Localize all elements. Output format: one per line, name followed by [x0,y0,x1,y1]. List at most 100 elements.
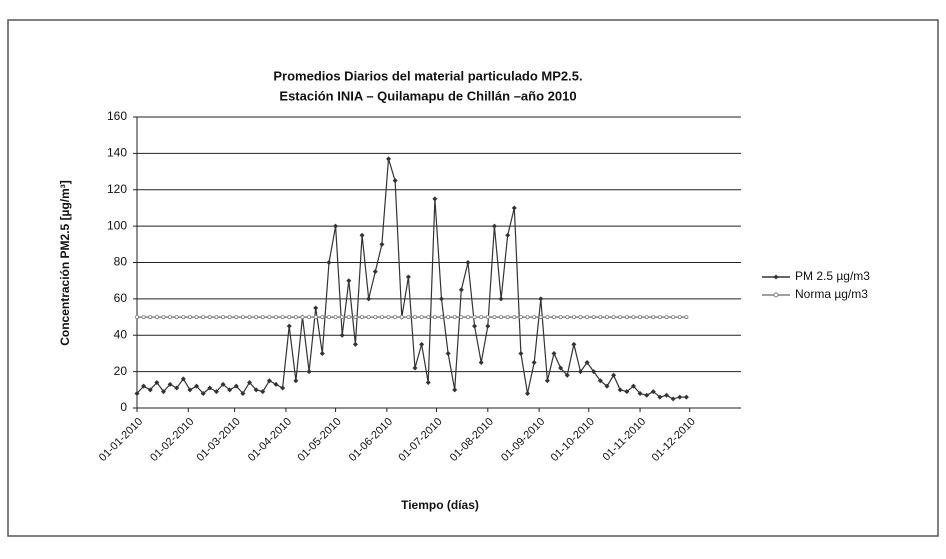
data-point [518,350,524,356]
data-point [161,315,166,320]
data-point [438,296,444,302]
data-point [498,296,504,302]
data-point [677,315,682,320]
data-point [584,360,590,366]
data-point [492,315,497,320]
data-point [545,315,550,320]
data-point [293,378,299,384]
data-point [180,376,186,382]
data-point [201,315,206,320]
data-point [558,315,563,320]
data-point [286,323,292,329]
data-point [187,315,192,320]
data-point [452,387,458,393]
data-point [604,315,609,320]
data-point [585,315,590,320]
data-point [552,315,557,320]
data-point [651,315,656,320]
data-point [657,315,662,320]
data-point [220,381,226,387]
data-point [644,392,650,398]
data-point [485,323,491,329]
data-point [425,380,431,386]
data-point [300,315,305,320]
data-point [657,394,663,400]
data-point [571,341,577,347]
data-point [445,350,451,356]
data-point [597,378,603,384]
data-point [174,315,179,320]
data-point [591,369,597,375]
data-point [465,315,470,320]
legend-marker [773,292,779,298]
data-point [525,315,530,320]
data-point [280,315,285,320]
data-point [413,315,418,320]
data-point [181,315,186,320]
y-tick-label: 100 [107,218,127,232]
data-point [650,389,656,395]
data-point [624,315,629,320]
data-point [531,360,537,366]
data-point [134,315,139,320]
data-point [352,341,358,347]
data-point [167,381,173,387]
data-point [326,315,331,320]
x-axis-title: Tiempo (días) [401,498,479,512]
data-point [141,383,147,389]
y-tick-label: 140 [107,146,127,160]
data-point [313,315,318,320]
data-point [306,369,312,375]
data-point [630,383,636,389]
data-point [671,315,676,320]
data-point [405,274,411,280]
data-point [227,387,233,393]
y-tick-label: 60 [114,291,128,305]
data-point [373,315,378,320]
data-point [664,315,669,320]
data-point [313,305,319,311]
data-point [412,365,418,371]
data-point [200,390,206,396]
data-point [148,315,153,320]
data-point [419,341,425,347]
data-point [511,205,517,211]
data-point [631,315,636,320]
data-point [638,315,643,320]
data-point [254,315,259,320]
data-point [485,315,490,320]
data-point [293,315,298,320]
data-point [611,372,617,378]
data-point [194,315,199,320]
data-point [154,380,160,386]
data-point [359,232,365,238]
data-point [624,389,630,395]
data-point [392,178,398,184]
data-point [214,315,219,320]
data-point [386,315,391,320]
data-point [346,315,351,320]
legend-marker [773,274,779,280]
data-point [399,315,404,320]
data-point [532,315,537,320]
data-point [339,332,345,338]
data-point [611,315,616,320]
y-tick-label: 160 [107,109,127,123]
data-point [213,389,219,395]
data-point [472,315,477,320]
data-point [664,392,670,398]
data-point [168,315,173,320]
data-point [353,315,358,320]
data-point [604,383,610,389]
data-point [505,315,510,320]
data-point [160,389,166,395]
data-point [260,389,266,395]
data-point [307,315,312,320]
data-point [558,365,564,371]
data-point [525,390,531,396]
data-point [426,315,431,320]
data-point [393,315,398,320]
data-point [240,315,245,320]
data-point [564,372,570,378]
